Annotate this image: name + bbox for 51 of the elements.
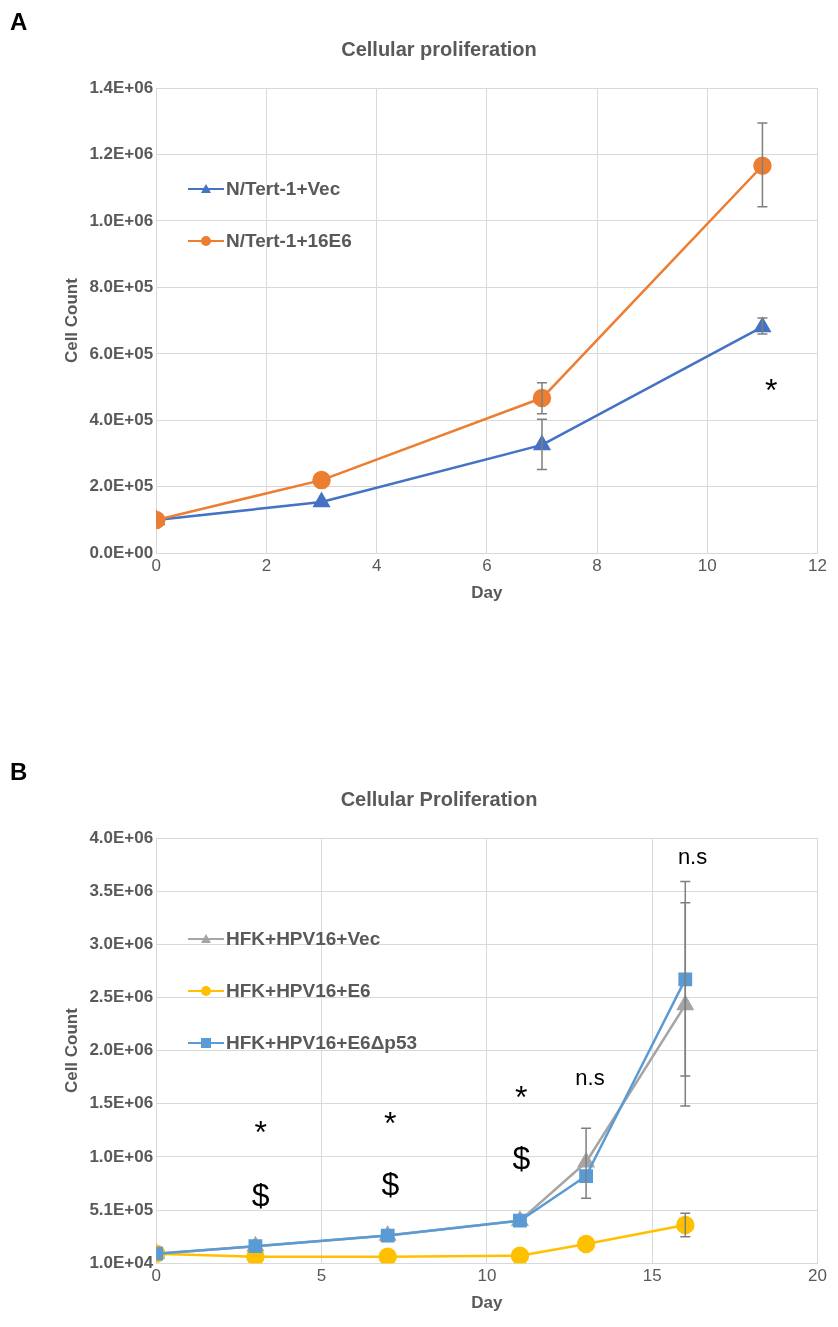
chart-title: Cellular proliferation [341,37,537,60]
x-tick-label: 2 [261,556,272,576]
y-tick-label: 1.0E+04 [89,1252,154,1272]
y-tick-label: 2.5E+06 [89,987,154,1007]
annotation: n.s [677,844,708,870]
chart-title: Cellular Proliferation [340,787,538,810]
x-axis-title: Day [471,1293,504,1313]
y-tick-label: 5.1E+05 [89,1199,154,1219]
y-tick-label: 1.4E+06 [89,77,154,97]
annotation: n.s [575,1065,605,1091]
annotation: * [254,1114,267,1151]
y-tick-label: 8.0E+05 [89,277,154,297]
annotation: $ [512,1139,531,1176]
y-tick-label: 3.5E+06 [89,880,154,900]
annotation: * [515,1079,528,1116]
y-axis-title: Cell Count [61,1007,81,1094]
y-tick-label: 1.5E+06 [89,1093,154,1113]
y-tick-label: 4.0E+05 [89,409,154,429]
legend-label: HFK+HPV16+E6Δp53 [226,1032,418,1054]
x-tick-label: 5 [316,1266,327,1286]
annotation: * [384,1104,397,1141]
y-tick-label: 1.0E+06 [89,210,154,230]
x-tick-label: 4 [371,556,382,576]
legend-label: HFK+HPV16+Vec [226,928,381,950]
legend-label: HFK+HPV16+E6 [226,980,371,1002]
x-axis-title: Day [471,583,504,603]
y-tick-label: 2.0E+06 [89,1040,154,1060]
text: A [10,8,28,36]
y-tick-label: 1.0E+06 [89,1146,154,1166]
y-tick-label: 3.0E+06 [89,933,154,953]
legend-label: N/Tert-1+16E6 [226,230,352,252]
annotation: $ [381,1166,400,1203]
y-axis-title: Cell Count [61,277,81,364]
text: B [10,758,28,786]
annotation: $ [251,1176,270,1213]
x-tick-label: 10 [697,556,717,576]
y-tick-label: 4.0E+06 [89,827,154,847]
x-tick-label: 0 [151,1266,161,1286]
x-tick-label: 20 [808,1266,828,1286]
x-tick-label: 10 [477,1266,497,1286]
x-tick-label: 12 [808,556,828,576]
annotation: * [765,371,778,408]
y-tick-label: 2.0E+05 [89,476,154,496]
x-tick-label: 8 [592,556,602,576]
x-tick-label: 6 [482,556,492,576]
y-tick-label: 6.0E+05 [89,343,154,363]
x-tick-label: 15 [642,1266,662,1286]
legend-label: N/Tert-1+Vec [226,178,341,200]
y-tick-label: 1.2E+06 [89,144,154,164]
y-tick-label: 0.0E+00 [89,542,154,562]
x-tick-label: 0 [151,556,161,576]
